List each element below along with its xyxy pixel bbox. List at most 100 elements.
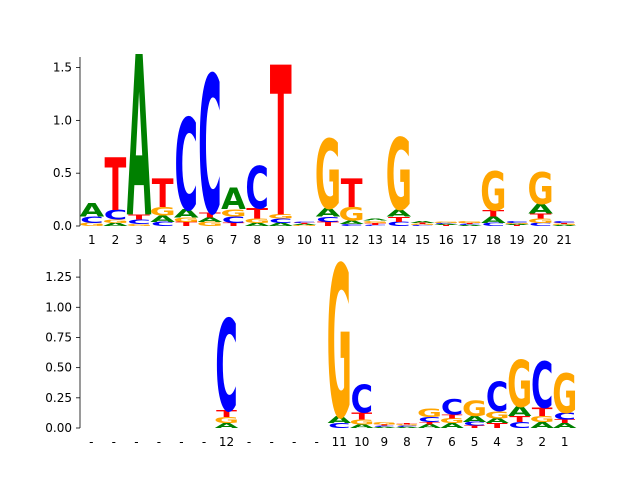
logo-letter-g: G <box>244 218 270 225</box>
logo-letter-c: C <box>269 218 292 225</box>
x-tick-label: 6 <box>206 233 214 247</box>
logo-letter-a: A <box>127 11 152 267</box>
x-tick-label: 6 <box>448 435 456 449</box>
logo-letter-g: G <box>315 120 341 231</box>
logo-letter-c: C <box>508 421 530 431</box>
logo-letter-g: G <box>417 407 442 420</box>
x-tick-label: - <box>89 435 93 449</box>
logo-letter-t: T <box>397 423 418 425</box>
logo-letter-g: G <box>507 346 532 421</box>
logo-letter-g: G <box>551 224 577 226</box>
logo-letter-c: C <box>552 220 575 223</box>
logo-letter-a: A <box>215 422 239 429</box>
x-tick-label: - <box>179 435 183 449</box>
logo-letter-c: C <box>387 221 410 228</box>
logo-letter-t: T <box>317 221 339 228</box>
logo-letter-a: A <box>150 214 175 224</box>
x-tick-label: 5 <box>471 435 479 449</box>
logo-letter-a: A <box>350 424 374 430</box>
logo-letter-a: A <box>505 224 530 226</box>
logo-letter-t: T <box>553 223 576 225</box>
logo-letter-a: A <box>174 207 199 220</box>
x-tick-label: 8 <box>403 435 411 449</box>
x-tick-label: 7 <box>426 435 434 449</box>
x-tick-label: 12 <box>219 435 234 449</box>
x-tick-label: 9 <box>277 233 285 247</box>
logo-letter-a: A <box>363 218 388 221</box>
logo-letter-g: G <box>504 223 530 225</box>
logo-letter-a: A <box>463 415 488 425</box>
logo-letter-c: C <box>418 416 440 423</box>
logo-letter-t: T <box>487 422 508 429</box>
y-tick-label: 0.50 <box>45 361 72 375</box>
logo-letter-t: T <box>216 408 238 419</box>
logo-letter-g: G <box>394 424 419 426</box>
x-tick-label: - <box>315 435 319 449</box>
x-tick-label: 8 <box>253 233 261 247</box>
logo-letter-c: C <box>482 222 505 227</box>
logo-letter-c: C <box>396 425 418 427</box>
logo-letter-g: G <box>530 415 555 425</box>
logo-letter-g: G <box>327 224 352 466</box>
logo-letter-t: T <box>351 411 373 422</box>
logo-letter-a: A <box>373 427 397 429</box>
logo-letter-c: C <box>351 378 373 422</box>
logo-letter-a: A <box>508 404 533 420</box>
logo-letter-g: G <box>339 204 365 226</box>
logo-letter-a: A <box>327 414 351 425</box>
x-tick-label: 5 <box>182 233 190 247</box>
x-tick-label: - <box>202 435 206 449</box>
logo-letter-g: G <box>214 416 239 426</box>
logo-letter-c: C <box>245 156 268 223</box>
x-tick-label: 1 <box>88 233 96 247</box>
logo-letter-a: A <box>79 200 105 222</box>
logo-letter-a: A <box>440 422 464 429</box>
logo-letter-g: G <box>362 220 388 223</box>
logo-letter-c: C <box>80 215 103 225</box>
logo-letter-a: A <box>410 220 435 223</box>
y-tick-label: 0.75 <box>45 330 72 344</box>
logo-letter-c: C <box>127 219 150 226</box>
logo-letter-g: G <box>439 417 464 424</box>
logo-letter-a: A <box>245 222 270 227</box>
logo-letter-t: T <box>530 212 552 220</box>
logo-letter-t: T <box>532 406 553 419</box>
logo-letter-g: G <box>150 205 176 218</box>
logo-letter-g: G <box>527 164 553 214</box>
y-tick-label: 0.25 <box>45 391 72 405</box>
logo-letter-c: C <box>104 207 127 222</box>
logo-letter-c: C <box>411 225 434 227</box>
logo-letter-g: G <box>291 225 317 227</box>
x-tick-label: 14 <box>391 233 406 247</box>
logo-letter-t: T <box>419 421 440 425</box>
logo-letter-t: T <box>482 208 504 218</box>
logo-letter-g: G <box>457 220 483 223</box>
logo-letter-a: A <box>418 424 442 430</box>
logo-letter-c: C <box>364 225 387 227</box>
logo-letter-t: T <box>223 222 245 227</box>
logo-letter-t: T <box>459 223 482 225</box>
logo-letter-g: G <box>268 214 294 221</box>
logo-letter-t: T <box>554 419 575 425</box>
logo-letter-t: T <box>374 424 395 426</box>
logo-letter-a: A <box>198 217 223 224</box>
x-tick-label: 10 <box>354 435 369 449</box>
x-tick-label: 4 <box>493 435 501 449</box>
x-tick-label: 3 <box>135 233 143 247</box>
x-tick-label: 3 <box>516 435 524 449</box>
x-tick-label: - <box>157 435 161 449</box>
logo-letter-a: A <box>316 206 341 219</box>
y-tick-label: 1.5 <box>53 61 72 75</box>
logo-letter-g: G <box>372 421 397 425</box>
logo-letter-a: A <box>553 422 577 429</box>
x-tick-label: 12 <box>344 233 359 247</box>
logo-letter-a: A <box>530 421 555 431</box>
x-tick-label: 19 <box>509 233 524 247</box>
x-tick-label: 11 <box>320 233 335 247</box>
x-tick-label: 4 <box>159 233 167 247</box>
x-tick-label: 1 <box>561 435 569 449</box>
logo-letter-g: G <box>480 162 506 224</box>
x-tick-label: 2 <box>112 233 120 247</box>
x-tick-label: 15 <box>415 233 430 247</box>
